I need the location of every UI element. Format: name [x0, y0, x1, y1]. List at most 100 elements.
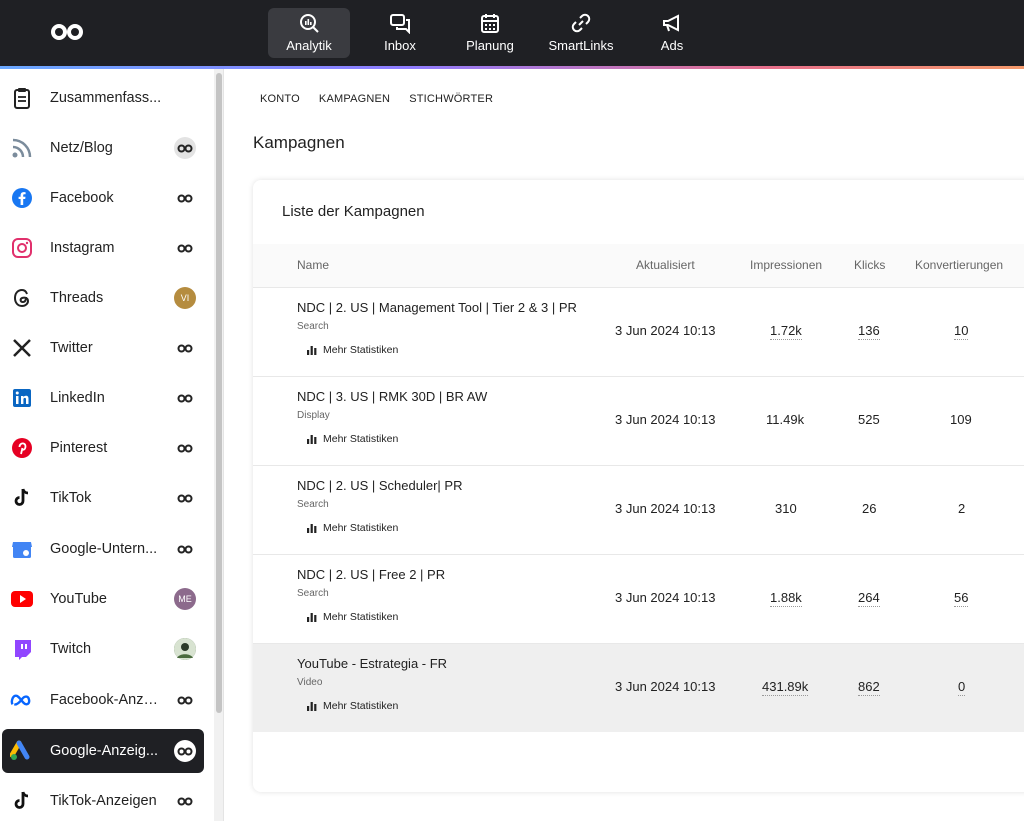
- sidebar-item-tiktok[interactable]: TikTok: [2, 476, 204, 520]
- column-header-updated[interactable]: Aktualisiert: [636, 258, 695, 272]
- more-stats-label: Mehr Statistiken: [323, 522, 399, 534]
- clicks-cell: 26: [862, 501, 877, 516]
- more-stats-link[interactable]: Mehr Statistiken: [307, 433, 398, 445]
- link-icon: [571, 13, 591, 33]
- impressions-cell: 310: [775, 501, 797, 516]
- page-title: Kampagnen: [253, 133, 345, 152]
- youtube-icon: [10, 587, 34, 611]
- nav-smartlinks[interactable]: SmartLinks: [540, 8, 622, 58]
- infinity-badge-icon: [174, 387, 196, 409]
- campaign-type: Search: [297, 321, 329, 332]
- nav-label: Inbox: [384, 38, 416, 53]
- campaign-name[interactable]: NDC | 2. US | Free 2 | PR: [297, 567, 446, 582]
- top-navigation-bar: Analytik Inbox Planung SmartLinks Ad: [0, 0, 1024, 66]
- nav-inbox[interactable]: Inbox: [359, 8, 441, 58]
- clipboard-icon: [10, 86, 34, 110]
- impressions-cell: 431.89k: [762, 679, 809, 696]
- conversions-cell: 10: [954, 323, 969, 340]
- column-header-clicks[interactable]: Klicks: [854, 258, 886, 272]
- sidebar-item-facebook[interactable]: Facebook: [2, 176, 204, 220]
- nav-label: SmartLinks: [548, 38, 614, 53]
- column-header-conversions[interactable]: Konvertierungen: [915, 258, 1004, 272]
- sidebar-item-pinterest[interactable]: Pinterest: [2, 426, 204, 470]
- user-avatar-badge: VI: [174, 287, 196, 309]
- breadcrumb: KONTO KAMPAGNEN STICHWÖRTER: [260, 93, 493, 105]
- more-stats-link[interactable]: Mehr Statistiken: [307, 522, 398, 534]
- nav-planung[interactable]: Planung: [449, 8, 531, 58]
- accent-gradient-line: [0, 66, 1024, 69]
- more-stats-link[interactable]: Mehr Statistiken: [307, 700, 398, 712]
- sidebar-item-label: Twitch: [50, 641, 92, 657]
- sidebar-item-netz-blog[interactable]: Netz/Blog: [2, 126, 204, 170]
- sidebar-item-tiktok-ads[interactable]: TikTok-Anzeigen: [2, 779, 204, 823]
- linkedin-icon: [10, 386, 34, 410]
- instagram-icon: [10, 236, 34, 260]
- column-header-impressions[interactable]: Impressionen: [750, 258, 823, 272]
- sidebar: Zusammenfass... Netz/Blog Facebook Insta…: [0, 69, 214, 821]
- bar-chart-icon: [307, 701, 317, 711]
- sidebar-item-label: Zusammenfass...: [50, 90, 162, 106]
- table-row[interactable]: NDC | 2. US | Free 2 | PR Search Mehr St…: [253, 554, 1024, 643]
- tab-stichwoerter[interactable]: STICHWÖRTER: [409, 93, 494, 105]
- sidebar-item-twitch[interactable]: Twitch: [2, 627, 204, 671]
- campaign-type: Display: [297, 410, 330, 421]
- column-header-name[interactable]: Name: [297, 258, 330, 272]
- campaign-name[interactable]: NDC | 2. US | Scheduler| PR: [297, 478, 463, 493]
- infinity-badge-icon: [174, 487, 196, 509]
- nav-analytik[interactable]: Analytik: [268, 8, 350, 58]
- sidebar-item-label: TikTok-Anzeigen: [50, 793, 157, 809]
- facebook-icon: [10, 186, 34, 210]
- table-row[interactable]: NDC | 3. US | RMK 30D | BR AW Display Me…: [253, 376, 1024, 465]
- meta-icon: [10, 688, 34, 712]
- sidebar-item-youtube[interactable]: YouTube ME: [2, 577, 204, 621]
- sidebar-item-google-ads[interactable]: Google-Anzeig...: [2, 729, 204, 773]
- conversions-cell: 0: [958, 679, 966, 696]
- user-avatar-badge: ME: [174, 588, 196, 610]
- nav-ads[interactable]: Ads: [631, 8, 713, 58]
- campaign-name[interactable]: NDC | 3. US | RMK 30D | BR AW: [297, 389, 488, 404]
- sidebar-item-label: Instagram: [50, 240, 115, 256]
- campaign-type: Search: [297, 499, 329, 510]
- campaign-name[interactable]: NDC | 2. US | Management Tool | Tier 2 &…: [297, 300, 577, 315]
- sidebar-item-linkedin[interactable]: LinkedIn: [2, 376, 204, 420]
- more-stats-link[interactable]: Mehr Statistiken: [307, 611, 398, 623]
- tab-konto[interactable]: KONTO: [260, 93, 300, 105]
- table-row[interactable]: YouTube - Estrategia - FR Video Mehr Sta…: [253, 643, 1024, 732]
- table-row[interactable]: NDC | 2. US | Management Tool | Tier 2 &…: [253, 287, 1024, 376]
- twitch-icon: [10, 637, 34, 661]
- sidebar-scrollbar[interactable]: [214, 69, 224, 821]
- sidebar-item-twitter[interactable]: Twitter: [2, 326, 204, 370]
- more-stats-link[interactable]: Mehr Statistiken: [307, 344, 398, 356]
- nav-label: Analytik: [286, 38, 332, 53]
- sidebar-item-instagram[interactable]: Instagram: [2, 226, 204, 270]
- bar-chart-icon: [307, 612, 317, 622]
- more-stats-label: Mehr Statistiken: [323, 433, 399, 445]
- sidebar-item-label: Facebook: [50, 190, 114, 206]
- tiktok-icon: [10, 789, 34, 813]
- infinity-logo-icon[interactable]: [50, 22, 84, 42]
- nav-label: Ads: [660, 38, 684, 53]
- more-stats-label: Mehr Statistiken: [323, 700, 399, 712]
- tab-kampagnen[interactable]: KAMPAGNEN: [318, 93, 391, 105]
- updated-cell: 3 Jun 2024 10:13: [615, 501, 716, 516]
- sidebar-item-label: Threads: [50, 290, 104, 306]
- infinity-badge-icon: [174, 337, 196, 359]
- megaphone-icon: [663, 14, 679, 32]
- infinity-badge-icon: [174, 740, 196, 762]
- table-row[interactable]: NDC | 2. US | Scheduler| PR Search Mehr …: [253, 465, 1024, 554]
- sidebar-item-label: Facebook-Anze...: [50, 692, 162, 708]
- campaign-name[interactable]: YouTube - Estrategia - FR: [297, 656, 448, 671]
- impressions-cell: 1.72k: [770, 323, 802, 340]
- google-business-icon: [10, 537, 34, 561]
- sidebar-item-google-business[interactable]: Google-Untern...: [2, 527, 204, 571]
- infinity-badge-icon: [174, 689, 196, 711]
- infinity-badge-icon: [174, 437, 196, 459]
- sidebar-item-facebook-ads[interactable]: Facebook-Anze...: [2, 678, 204, 722]
- scrollbar-thumb[interactable]: [216, 73, 222, 713]
- campaign-type: Search: [297, 588, 329, 599]
- sidebar-item-zusammenfassung[interactable]: Zusammenfass...: [2, 76, 204, 120]
- sidebar-item-threads[interactable]: Threads VI: [2, 276, 204, 320]
- conversions-cell: 56: [954, 590, 969, 607]
- impressions-cell: 11.49k: [766, 412, 805, 427]
- infinity-badge-icon: [174, 538, 196, 560]
